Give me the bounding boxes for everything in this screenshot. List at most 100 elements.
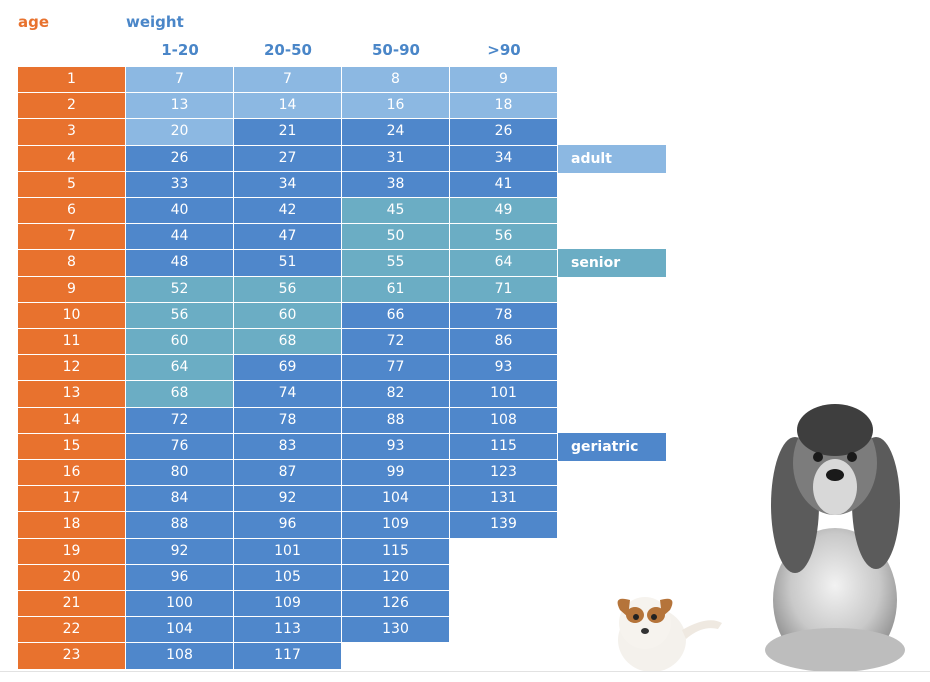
value-cell: 130	[342, 617, 450, 644]
value-cell: 115	[342, 538, 450, 565]
age-cell-21: 21	[18, 591, 126, 618]
value-cell: 104	[126, 617, 234, 644]
age-cell-3: 3	[18, 119, 126, 146]
value-cell: 139	[450, 512, 558, 539]
age-cell-23: 23	[18, 643, 126, 670]
age-header: age	[18, 13, 50, 31]
age-cell-9: 9	[18, 276, 126, 303]
age-cell-22: 22	[18, 617, 126, 644]
value-cell: 84	[126, 486, 234, 513]
column-header-over-90: >90	[487, 41, 521, 59]
value-cell: 83	[234, 433, 342, 460]
value-cell: 64	[126, 355, 234, 382]
value-cell: 8	[342, 67, 450, 94]
value-cell: 93	[342, 433, 450, 460]
age-cell-8: 8	[18, 250, 126, 277]
age-cell-4: 4	[18, 145, 126, 172]
value-cell: 108	[450, 407, 558, 434]
value-cell: 71	[450, 276, 558, 303]
value-cell: 109	[342, 512, 450, 539]
value-cell: 16	[342, 93, 450, 120]
value-cell: 44	[126, 224, 234, 251]
value-cell: 52	[126, 276, 234, 303]
value-cell: 88	[342, 407, 450, 434]
value-cell: 61	[342, 276, 450, 303]
value-cell: 96	[126, 564, 234, 591]
value-cell: 115	[450, 433, 558, 460]
value-cell: 7	[126, 67, 234, 94]
value-cell: 93	[450, 355, 558, 382]
value-cell: 50	[342, 224, 450, 251]
column-header-20-50: 20-50	[264, 41, 312, 59]
age-cell-7: 7	[18, 224, 126, 251]
value-cell: 7	[234, 67, 342, 94]
dogs-illustration	[617, 404, 905, 671]
stage-label-geriatric: geriatric	[558, 432, 666, 461]
stage-label-senior: senior	[558, 249, 666, 278]
value-cell: 104	[342, 486, 450, 513]
age-cell-2: 2	[18, 93, 126, 120]
value-cell: 24	[342, 119, 450, 146]
value-cell: 96	[234, 512, 342, 539]
value-cell: 92	[126, 538, 234, 565]
value-cell: 77	[342, 355, 450, 382]
value-cell: 9	[450, 67, 558, 94]
small-puppy	[617, 597, 722, 671]
value-cell: 76	[126, 433, 234, 460]
value-cell: 101	[234, 538, 342, 565]
age-cell-10: 10	[18, 302, 126, 329]
value-cell: 56	[126, 302, 234, 329]
age-cell-16: 16	[18, 460, 126, 487]
age-cell-5: 5	[18, 171, 126, 198]
value-cell: 64	[450, 250, 558, 277]
value-cell: 92	[234, 486, 342, 513]
column-header-1-20: 1-20	[161, 41, 199, 59]
value-cell: 21	[234, 119, 342, 146]
value-cell: 66	[342, 302, 450, 329]
value-cell: 108	[126, 643, 234, 670]
weight-header: weight	[126, 13, 184, 31]
value-cell: 120	[342, 564, 450, 591]
value-cell: 56	[234, 276, 342, 303]
value-cell: 86	[450, 329, 558, 356]
floor-line	[0, 671, 930, 672]
value-cell: 13	[126, 93, 234, 120]
value-cell: 88	[126, 512, 234, 539]
value-cell: 117	[234, 643, 342, 670]
value-cell: 47	[234, 224, 342, 251]
value-cell: 14	[234, 93, 342, 120]
value-cell: 87	[234, 460, 342, 487]
age-cell-13: 13	[18, 381, 126, 408]
value-cell: 33	[126, 171, 234, 198]
value-cell: 126	[342, 591, 450, 618]
value-cell: 42	[234, 198, 342, 225]
age-cell-11: 11	[18, 329, 126, 356]
value-cell: 131	[450, 486, 558, 513]
large-dog	[765, 404, 905, 671]
age-cell-6: 6	[18, 198, 126, 225]
value-cell: 51	[234, 250, 342, 277]
value-cell: 48	[126, 250, 234, 277]
value-cell: 101	[450, 381, 558, 408]
age-cell-14: 14	[18, 407, 126, 434]
value-cell: 60	[126, 329, 234, 356]
value-cell: 40	[126, 198, 234, 225]
value-cell: 34	[450, 145, 558, 172]
value-cell: 68	[234, 329, 342, 356]
value-cell: 27	[234, 145, 342, 172]
value-cell: 31	[342, 145, 450, 172]
value-cell: 123	[450, 460, 558, 487]
value-cell: 113	[234, 617, 342, 644]
value-cell: 105	[234, 564, 342, 591]
value-cell: 26	[450, 119, 558, 146]
value-cell: 69	[234, 355, 342, 382]
value-cell: 78	[450, 302, 558, 329]
value-cell: 41	[450, 171, 558, 198]
value-cell: 45	[342, 198, 450, 225]
age-cell-15: 15	[18, 433, 126, 460]
value-cell: 80	[126, 460, 234, 487]
value-cell: 109	[234, 591, 342, 618]
value-cell: 68	[126, 381, 234, 408]
value-cell: 82	[342, 381, 450, 408]
age-cell-18: 18	[18, 512, 126, 539]
